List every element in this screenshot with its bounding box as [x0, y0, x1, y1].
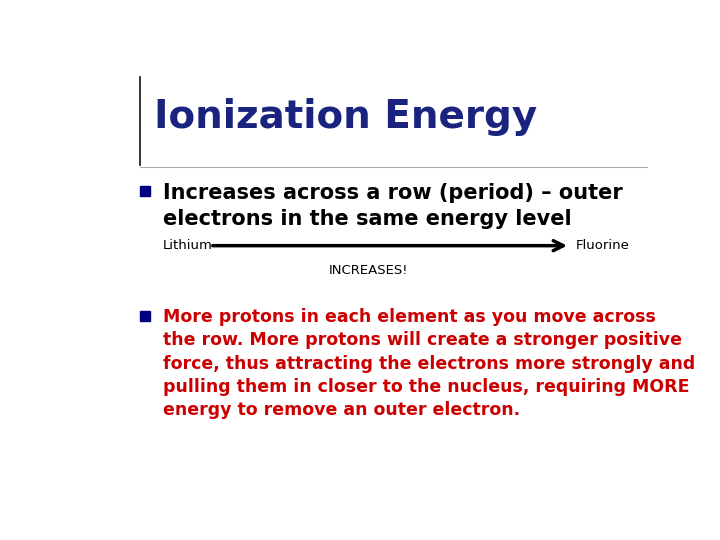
- Text: INCREASES!: INCREASES!: [329, 264, 409, 277]
- Text: Ionization Energy: Ionization Energy: [154, 98, 537, 136]
- Text: Lithium: Lithium: [163, 239, 212, 252]
- Text: Increases across a row (period) – outer
electrons in the same energy level: Increases across a row (period) – outer …: [163, 183, 622, 229]
- Bar: [140, 310, 150, 321]
- Text: More protons in each element as you move across
the row. More protons will creat: More protons in each element as you move…: [163, 308, 695, 420]
- Bar: [140, 186, 150, 196]
- Text: Fluorine: Fluorine: [575, 239, 629, 252]
